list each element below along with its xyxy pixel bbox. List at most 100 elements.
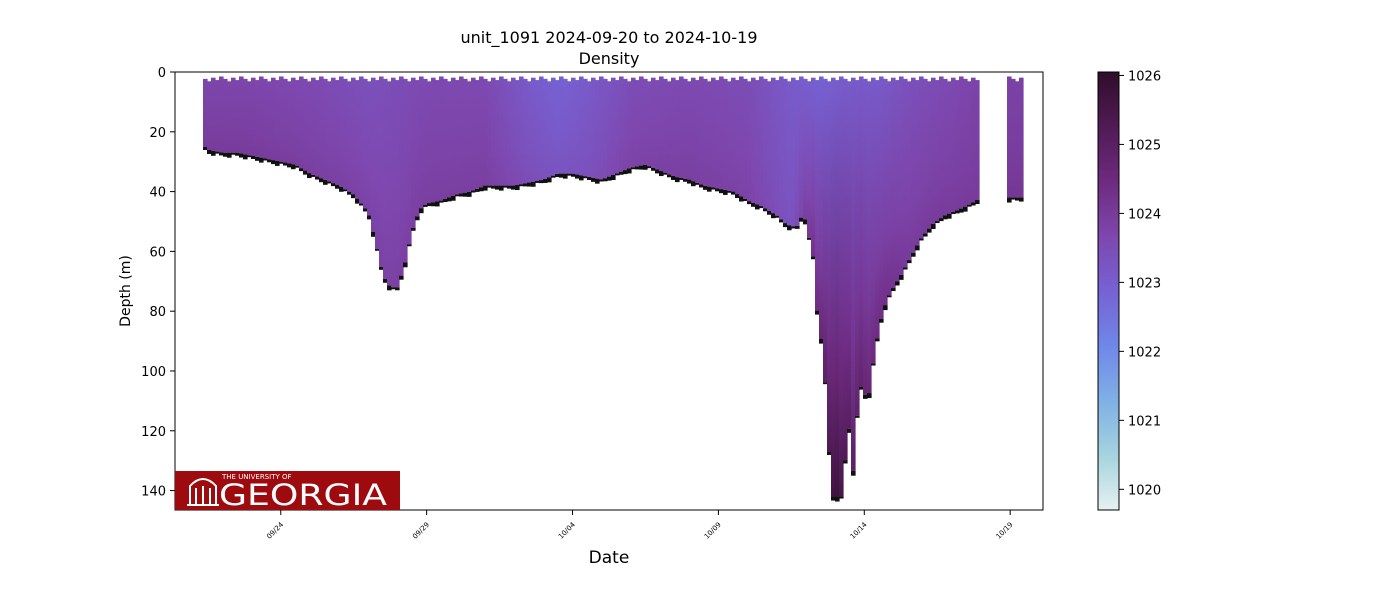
bottom-mark [739,196,744,202]
bottom-mark [283,162,288,166]
density-column [459,76,464,194]
density-column [631,77,636,168]
bottom-mark [755,204,760,210]
density-column [791,77,796,227]
bottom-mark [763,208,768,212]
university-logo: THE UNIVERSITY OF GEORGIA [175,471,400,512]
bottom-mark [799,217,804,222]
bottom-mark [675,177,680,183]
density-column [607,81,612,177]
bottom-mark [943,215,948,220]
bottom-mark [503,185,508,188]
density-column [707,81,712,187]
density-column [591,77,596,178]
density-column [735,80,740,195]
density-column [659,76,664,172]
density-column [571,77,576,174]
y-tick-label: 140 [141,485,166,500]
density-column [283,78,288,163]
bottom-mark [371,231,376,237]
x-axis-label: Date [589,548,630,568]
density-column [803,78,808,220]
density-column [351,77,356,195]
bottom-mark [471,190,476,193]
bottom-mark [523,183,528,187]
bottom-mark [551,175,556,178]
density-column [399,76,404,276]
density-column [243,78,248,155]
density-column [587,81,592,178]
bottom-mark [423,204,428,207]
density-column [455,80,460,195]
density-column [515,80,520,186]
bottom-mark [211,150,216,156]
colorbar-tick-label: 1021 [1128,414,1161,429]
density-column [927,81,932,229]
density-column [771,77,776,214]
bottom-mark [519,184,524,187]
bottom-mark [555,174,560,178]
density-column [267,81,272,160]
bottom-mark [511,185,516,190]
density-column [615,80,620,174]
bottom-mark [715,188,720,192]
bottom-mark [611,175,616,181]
density-column [527,81,532,183]
density-column [575,80,580,175]
density-column [835,80,840,497]
density-column [335,80,340,185]
density-column [651,77,656,168]
density-column [763,78,768,209]
density-column [415,80,420,217]
bottom-mark [883,305,888,311]
bottom-mark [595,178,600,184]
bottom-mark [583,176,588,179]
density-column [903,78,908,268]
bottom-mark [415,216,420,221]
bottom-mark [767,210,772,215]
density-column [395,80,400,288]
density-column [427,81,432,204]
bottom-mark [671,175,676,180]
colorbar-tick-label: 1024 [1128,207,1161,222]
bottom-mark [475,188,480,192]
density-column [1011,78,1016,198]
bottom-mark [627,168,632,174]
density-column [239,76,244,154]
density-column [859,76,864,387]
density-column [483,78,488,186]
density-column [923,78,928,234]
density-column [879,76,884,319]
density-column [271,77,276,161]
density-column [843,78,848,461]
density-column [967,81,972,205]
bottom-mark [263,158,268,161]
bottom-mark [247,155,252,158]
bottom-mark [491,185,496,189]
density-column [811,77,816,257]
bottom-mark [571,173,576,177]
bottom-mark [971,202,976,206]
bottom-mark [411,227,416,231]
bottom-mark [459,193,464,197]
density-column [263,78,268,159]
density-column [947,81,952,214]
bottom-mark [587,177,592,181]
density-column [463,78,468,193]
density-column [363,78,368,209]
density-column [871,77,876,364]
density-column [275,80,280,161]
bottom-mark [843,460,848,464]
density-column [315,80,320,177]
density-column [407,81,412,245]
bottom-mark [775,215,780,218]
bottom-mark [359,203,364,206]
bottom-mark [331,183,336,187]
bottom-mark [607,176,612,181]
density-column [295,80,300,166]
density-column [727,81,732,191]
density-column [339,76,344,187]
density-column [939,76,944,219]
bottom-mark [279,161,284,164]
density-column [499,76,504,186]
